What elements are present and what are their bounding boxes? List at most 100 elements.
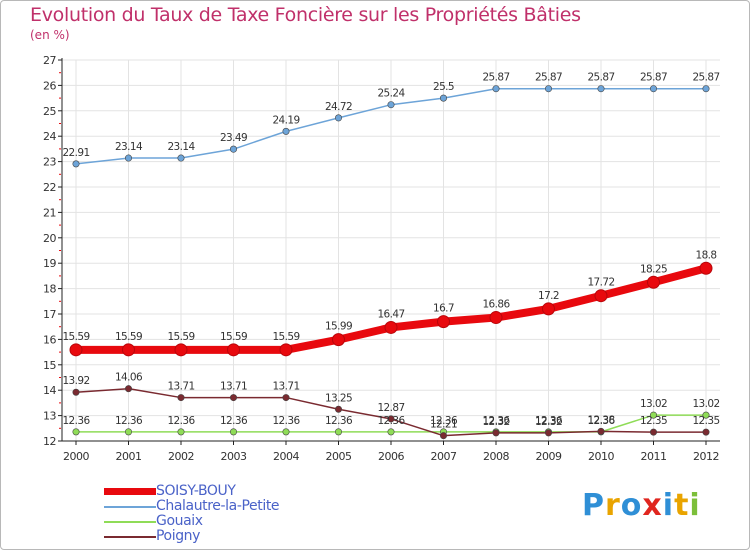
data-point-gouaix [72, 428, 80, 436]
data-label-chalautre-la-petite: 23.14 [167, 141, 195, 153]
data-label-gouaix: 12.36 [430, 415, 458, 427]
data-label-chalautre-la-petite: 25.87 [640, 72, 667, 84]
x-tick-label: 2000 [63, 450, 89, 463]
data-label-poigny: 13.71 [272, 381, 299, 393]
data-point-chalautre-la-petite [282, 127, 290, 135]
legend-swatch-gouaix [104, 521, 156, 523]
y-tick-label: 14 [43, 384, 56, 397]
data-label-gouaix: 12.36 [325, 415, 353, 427]
data-point-gouaix [282, 428, 290, 436]
data-label-gouaix: 12.36 [482, 415, 510, 427]
data-point-gouaix [649, 411, 657, 419]
y-tick-label: 15 [43, 359, 56, 372]
y-tick-label: 16 [43, 333, 56, 346]
logo-letter: i [662, 488, 675, 523]
data-point-soisy-bouy [227, 343, 240, 357]
y-tick-label: 20 [43, 232, 56, 245]
data-point-soisy-bouy [174, 343, 188, 357]
data-label-soisy-bouy: 18.8 [696, 249, 717, 261]
data-label-poigny: 12.32 [482, 416, 509, 428]
data-point-gouaix [177, 428, 185, 436]
data-point-chalautre-la-petite [702, 85, 710, 93]
data-label-gouaix: 12.36 [115, 415, 143, 427]
legend-label-soisy-bouy: SOISY-BOUY [156, 483, 236, 499]
data-label-soisy-bouy: 15.59 [115, 331, 142, 343]
x-tick-label: 2011 [641, 450, 667, 463]
data-label-chalautre-la-petite: 25.24 [377, 88, 405, 100]
y-tick-label: 18 [43, 283, 56, 296]
data-label-chalautre-la-petite: 25.87 [692, 72, 719, 84]
y-tick-label: 13 [43, 410, 56, 423]
data-point-poigny [597, 427, 605, 435]
data-label-gouaix: 12.36 [167, 415, 195, 427]
data-label-gouaix: 12.36 [62, 415, 90, 427]
x-tick-label: 2006 [378, 450, 404, 463]
x-tick-label: 2002 [168, 450, 194, 463]
legend-swatch-poigny [104, 536, 156, 538]
data-label-soisy-bouy: 15.59 [167, 331, 194, 343]
data-point-poigny [72, 388, 80, 396]
logo-letter: P [582, 488, 605, 523]
data-label-poigny: 13.71 [220, 381, 247, 393]
data-label-chalautre-la-petite: 25.5 [433, 81, 454, 93]
y-tick-label: 12 [43, 435, 56, 448]
data-point-chalautre-la-petite [177, 154, 185, 162]
data-point-poigny [177, 394, 185, 402]
x-tick-label: 2010 [588, 450, 614, 463]
y-tick-label: 21 [43, 206, 56, 219]
x-tick-label: 2004 [273, 450, 299, 463]
data-label-poigny: 12.38 [587, 414, 614, 426]
chart-title: Evolution du Taux de Taxe Foncière sur l… [30, 4, 581, 26]
data-label-gouaix: 12.36 [377, 415, 405, 427]
data-point-poigny [387, 415, 395, 423]
data-label-poigny: 14.06 [115, 372, 143, 384]
data-label-chalautre-la-petite: 23.14 [115, 141, 143, 153]
data-point-poigny [492, 429, 500, 437]
chart-unit-label: (en %) [30, 28, 70, 42]
data-point-gouaix [125, 428, 133, 436]
data-point-poigny [334, 405, 342, 413]
data-label-chalautre-la-petite: 24.19 [272, 114, 299, 126]
x-tick-label: 2001 [116, 450, 142, 463]
data-point-poigny [230, 394, 238, 402]
legend-label-poigny: Poigny [156, 528, 201, 544]
data-point-poigny [649, 428, 657, 436]
data-label-soisy-bouy: 15.99 [325, 321, 352, 333]
data-label-poigny: 13.92 [62, 375, 89, 387]
data-label-poigny: 13.25 [325, 392, 352, 404]
data-label-gouaix: 12.36 [272, 415, 300, 427]
data-point-soisy-bouy [69, 343, 83, 357]
x-tick-label: 2003 [221, 450, 247, 463]
data-label-soisy-bouy: 16.86 [482, 299, 510, 311]
data-label-poigny: 13.71 [167, 381, 194, 393]
data-point-chalautre-la-petite [544, 85, 552, 93]
data-point-soisy-bouy [594, 289, 608, 303]
data-point-soisy-bouy [647, 275, 660, 289]
data-point-poigny [282, 394, 290, 402]
data-label-chalautre-la-petite: 25.87 [587, 72, 614, 84]
x-tick-label: 2007 [431, 450, 457, 463]
data-label-gouaix: 12.36 [587, 415, 615, 427]
y-tick-label: 23 [43, 156, 56, 169]
data-label-chalautre-la-petite: 25.87 [482, 72, 509, 84]
data-point-chalautre-la-petite [230, 145, 238, 153]
data-point-soisy-bouy [489, 311, 503, 325]
data-point-poigny [125, 385, 133, 393]
logo-letter: o [620, 488, 643, 523]
data-label-poigny: 12.32 [535, 416, 562, 428]
data-label-poigny: 12.21 [430, 419, 457, 431]
x-tick-label: 2008 [483, 450, 509, 463]
y-tick-label: 25 [43, 105, 56, 118]
data-point-soisy-bouy [437, 315, 450, 329]
data-label-soisy-bouy: 16.7 [433, 303, 454, 315]
x-tick-label: 2009 [536, 450, 562, 463]
data-point-chalautre-la-petite [72, 160, 80, 168]
data-label-gouaix: 12.36 [535, 415, 563, 427]
data-label-poigny: 12.35 [692, 415, 719, 427]
data-point-chalautre-la-petite [125, 154, 133, 162]
data-label-chalautre-la-petite: 23.49 [220, 132, 247, 144]
x-tick-label: 2012 [693, 450, 719, 463]
data-point-soisy-bouy [699, 261, 713, 275]
data-label-gouaix: 12.36 [220, 415, 248, 427]
